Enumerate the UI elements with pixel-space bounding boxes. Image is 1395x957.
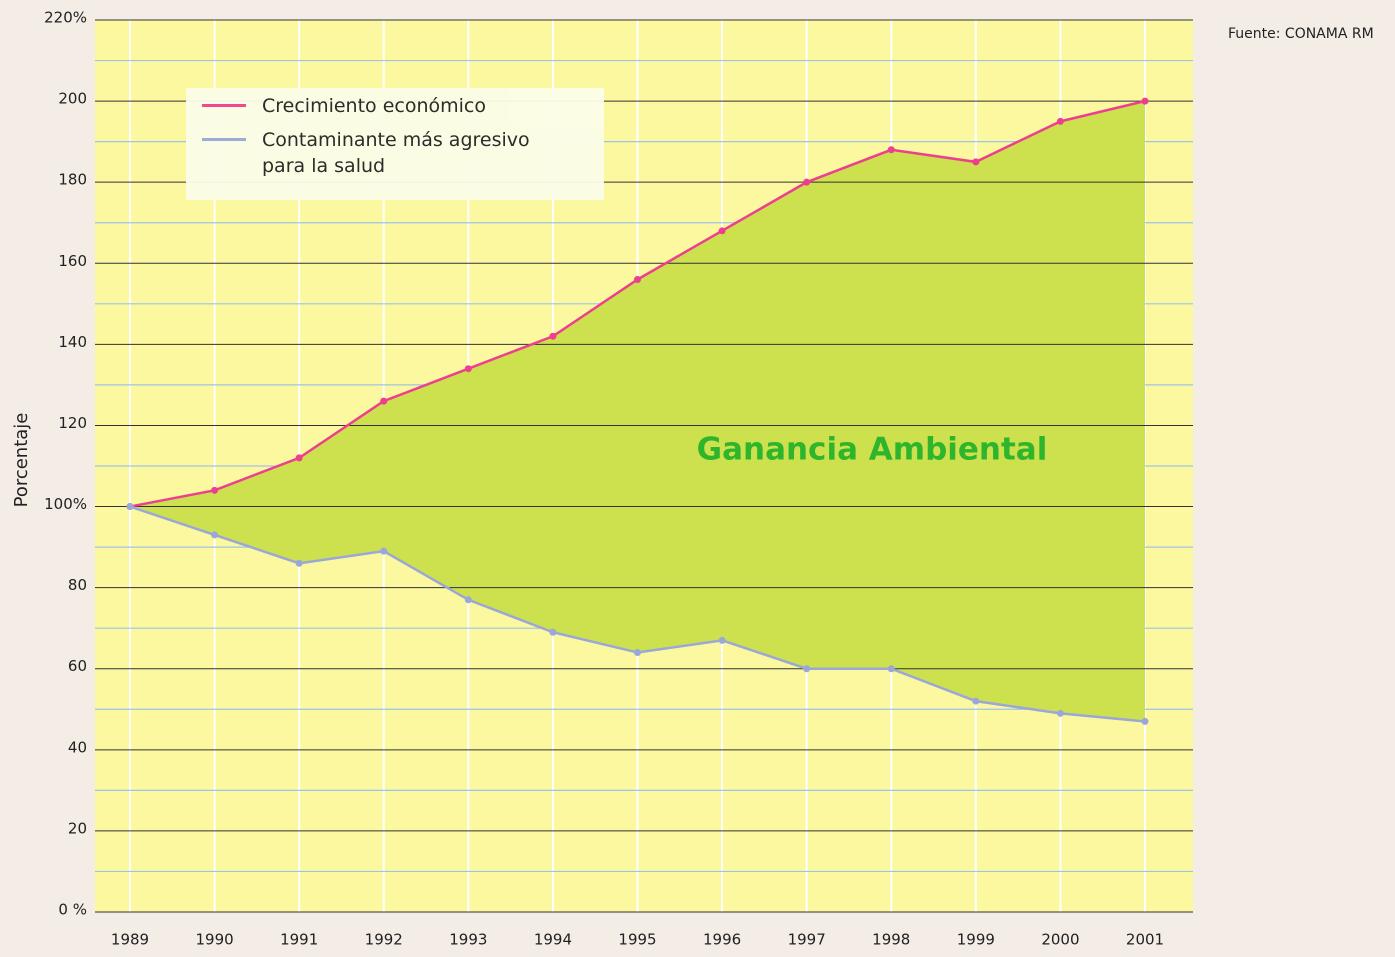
y-tick-label: 60 — [68, 657, 87, 675]
x-tick-label: 2001 — [1126, 931, 1164, 949]
data-point — [803, 178, 811, 186]
x-tick-label: 1991 — [280, 931, 318, 949]
x-tick-label: 1996 — [703, 931, 741, 949]
y-tick-label: 220% — [44, 9, 87, 27]
legend-swatch — [202, 104, 246, 107]
y-tick-label: 0 % — [58, 901, 87, 919]
data-point — [972, 158, 980, 166]
y-tick-label: 180 — [58, 171, 87, 189]
x-tick-label: 1999 — [957, 931, 995, 949]
data-point — [295, 454, 303, 462]
data-point — [887, 665, 895, 673]
x-tick-label: 1989 — [111, 931, 149, 949]
data-point — [1141, 97, 1149, 105]
y-tick-label: 120 — [58, 414, 87, 432]
legend: Crecimiento económico Contaminante más a… — [186, 88, 604, 200]
data-point — [211, 531, 219, 539]
data-point — [380, 397, 388, 405]
data-point — [126, 503, 134, 511]
data-point — [718, 636, 726, 644]
y-tick-label: 160 — [58, 252, 87, 270]
x-tick-label: 1994 — [534, 931, 572, 949]
gain-area — [130, 101, 1145, 722]
y-tick-label: 40 — [68, 738, 87, 756]
legend-label: Crecimiento económico — [262, 95, 486, 117]
data-point — [1141, 717, 1149, 725]
data-point — [464, 596, 472, 604]
x-tick-label: 1990 — [195, 931, 233, 949]
x-tick-label: 1993 — [449, 931, 487, 949]
y-axis-label: Porcentaje — [11, 413, 32, 508]
data-point — [1056, 709, 1064, 717]
data-point — [549, 628, 557, 636]
y-tick-label: 20 — [68, 819, 87, 837]
y-tick-label: 80 — [68, 576, 87, 594]
data-point — [634, 275, 641, 283]
y-tick-label: 140 — [58, 333, 87, 351]
data-point — [718, 227, 726, 235]
data-point — [972, 697, 980, 705]
data-point — [803, 665, 811, 673]
data-point — [1056, 117, 1064, 125]
x-tick-label: 1992 — [365, 931, 403, 949]
legend-swatch — [202, 138, 246, 141]
x-tick-label: 1998 — [872, 931, 910, 949]
y-tick-label: 100% — [44, 495, 87, 513]
data-point — [464, 365, 472, 373]
x-tick-label: 1997 — [788, 931, 826, 949]
x-tick-label: 2000 — [1041, 931, 1079, 949]
y-tick-label: 200 — [58, 90, 87, 108]
data-point — [634, 649, 641, 657]
data-point — [295, 559, 303, 567]
data-point — [549, 332, 557, 340]
legend-label: Contaminante más agresivo para la salud — [262, 129, 530, 177]
source: Fuente: CONAMA RM — [1228, 26, 1374, 42]
x-tick-label: 1995 — [618, 931, 656, 949]
data-point — [211, 486, 219, 494]
data-point — [380, 547, 388, 555]
annotation: Ganancia Ambiental — [697, 432, 1048, 468]
data-point — [887, 146, 895, 154]
